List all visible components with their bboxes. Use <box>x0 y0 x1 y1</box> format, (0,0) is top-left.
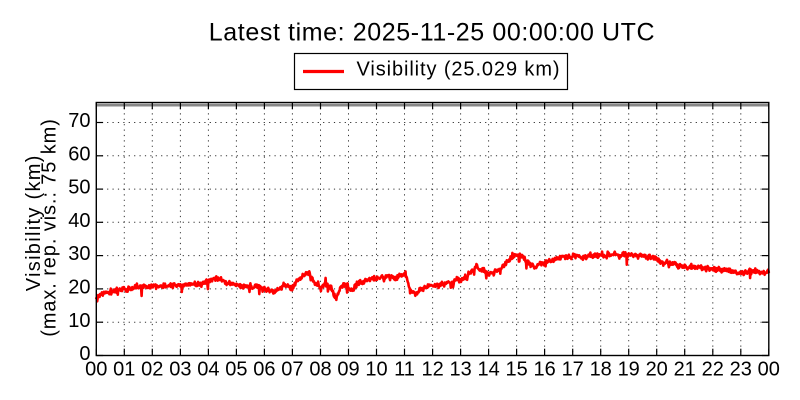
svg-text:04: 04 <box>197 359 219 381</box>
svg-text:Visibility (25.029 km): Visibility (25.029 km) <box>357 59 561 81</box>
svg-text:17: 17 <box>562 359 584 381</box>
svg-text:21: 21 <box>674 359 696 381</box>
svg-text:01: 01 <box>113 359 135 381</box>
svg-text:60: 60 <box>68 143 90 165</box>
svg-text:23: 23 <box>730 359 752 381</box>
svg-text:14: 14 <box>477 359 499 381</box>
svg-text:02: 02 <box>141 359 163 381</box>
svg-text:70: 70 <box>68 110 90 132</box>
svg-text:(max. rep. vis.: 75 km): (max. rep. vis.: 75 km) <box>39 118 61 337</box>
svg-text:12: 12 <box>421 359 443 381</box>
svg-text:10: 10 <box>68 310 90 332</box>
svg-text:07: 07 <box>281 359 303 381</box>
svg-text:15: 15 <box>505 359 527 381</box>
svg-text:00: 00 <box>758 359 780 381</box>
svg-text:05: 05 <box>225 359 247 381</box>
svg-text:Visibility (km): Visibility (km) <box>23 154 45 291</box>
svg-text:40: 40 <box>68 210 90 232</box>
svg-text:30: 30 <box>68 243 90 265</box>
svg-text:22: 22 <box>702 359 724 381</box>
svg-text:03: 03 <box>169 359 191 381</box>
svg-text:Latest time: 2025-11-25 00:00:: Latest time: 2025-11-25 00:00:00 UTC <box>209 19 655 47</box>
svg-text:18: 18 <box>590 359 612 381</box>
svg-text:13: 13 <box>449 359 471 381</box>
svg-text:0: 0 <box>79 343 90 365</box>
svg-text:50: 50 <box>68 177 90 199</box>
svg-text:20: 20 <box>646 359 668 381</box>
svg-text:10: 10 <box>365 359 387 381</box>
svg-text:20: 20 <box>68 277 90 299</box>
svg-text:08: 08 <box>309 359 331 381</box>
svg-text:00: 00 <box>85 359 107 381</box>
svg-text:06: 06 <box>253 359 275 381</box>
svg-text:09: 09 <box>337 359 359 381</box>
svg-text:11: 11 <box>394 359 415 381</box>
svg-text:16: 16 <box>533 359 555 381</box>
svg-text:19: 19 <box>618 359 640 381</box>
